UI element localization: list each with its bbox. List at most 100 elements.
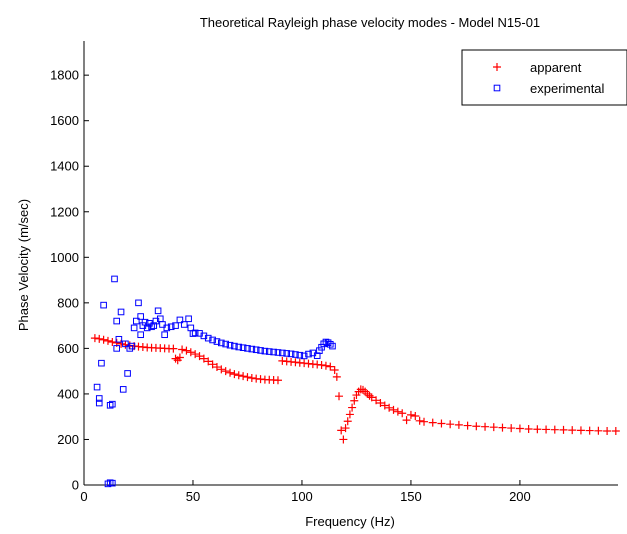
apparent-point bbox=[411, 412, 420, 421]
apparent-point bbox=[204, 357, 213, 366]
apparent-point bbox=[380, 401, 389, 410]
y-ticks: 0 200 400 600 800 1000 1200 1400 1600 1800 bbox=[50, 68, 89, 493]
experimental-point bbox=[100, 301, 107, 309]
apparent-point bbox=[406, 410, 415, 419]
apparent-point bbox=[568, 426, 577, 435]
experimental-point bbox=[209, 336, 216, 344]
apparent-point bbox=[230, 370, 239, 379]
series-apparent bbox=[90, 334, 620, 444]
y-tick-label: 400 bbox=[57, 386, 79, 401]
y-tick-label: 1000 bbox=[50, 250, 79, 265]
legend-marker-plus bbox=[493, 63, 501, 71]
apparent-point bbox=[335, 392, 344, 401]
apparent-point bbox=[212, 363, 221, 372]
experimental-point bbox=[93, 383, 101, 391]
apparent-point bbox=[199, 354, 208, 363]
apparent-point bbox=[472, 422, 481, 431]
experimental-point bbox=[235, 343, 243, 351]
apparent-point bbox=[191, 350, 200, 359]
experimental-point bbox=[324, 339, 332, 346]
apparent-point bbox=[345, 410, 354, 419]
y-axis-label: Phase Velocity (m/sec) bbox=[16, 199, 31, 331]
apparent-point bbox=[332, 372, 341, 381]
legend-label-apparent: apparent bbox=[530, 60, 582, 75]
y-tick-label: 600 bbox=[57, 341, 79, 356]
apparent-point bbox=[169, 344, 178, 353]
experimental-point bbox=[122, 340, 129, 348]
experimental-point bbox=[137, 331, 144, 339]
apparent-point bbox=[239, 372, 248, 381]
apparent-point bbox=[533, 425, 542, 434]
apparent-point bbox=[542, 425, 551, 434]
experimental-point bbox=[104, 480, 112, 488]
apparent-point bbox=[90, 334, 99, 343]
y-tick-label: 1600 bbox=[50, 113, 79, 128]
experimental-point bbox=[111, 275, 118, 283]
legend-label-experimental: experimental bbox=[530, 81, 605, 96]
experimental-point bbox=[113, 345, 120, 352]
experimental-point bbox=[287, 350, 295, 358]
experimental-point bbox=[191, 329, 199, 337]
apparent-point bbox=[376, 399, 385, 408]
apparent-point bbox=[515, 424, 524, 433]
x-tick-label: 150 bbox=[400, 489, 422, 504]
experimental-point bbox=[106, 402, 114, 409]
experimental-point bbox=[119, 386, 127, 393]
apparent-point bbox=[182, 346, 191, 355]
apparent-point bbox=[358, 385, 367, 394]
apparent-point bbox=[481, 422, 490, 431]
apparent-point bbox=[398, 409, 407, 418]
experimental-point bbox=[204, 334, 212, 342]
experimental-point bbox=[326, 340, 334, 348]
experimental-point bbox=[124, 370, 131, 377]
apparent-point bbox=[186, 348, 195, 357]
apparent-point bbox=[99, 335, 108, 344]
apparent-point bbox=[594, 426, 603, 435]
apparent-point bbox=[326, 362, 335, 371]
legend-entries: apparent experimental bbox=[493, 60, 605, 96]
experimental-point bbox=[113, 317, 120, 325]
apparent-point bbox=[372, 396, 381, 405]
y-tick-label: 800 bbox=[57, 295, 79, 310]
experimental-point bbox=[292, 351, 299, 358]
apparent-point bbox=[339, 435, 348, 444]
apparent-point bbox=[603, 427, 612, 436]
experimental-point bbox=[248, 345, 256, 353]
experimental-point bbox=[189, 330, 197, 337]
apparent-point bbox=[428, 418, 437, 427]
experimental-point bbox=[265, 348, 273, 355]
apparent-point bbox=[524, 424, 533, 433]
experimental-point bbox=[274, 349, 282, 356]
apparent-point bbox=[95, 334, 104, 343]
experimental-point bbox=[213, 338, 221, 345]
apparent-point bbox=[195, 352, 204, 361]
experimental-point bbox=[109, 479, 116, 487]
apparent-point bbox=[437, 419, 446, 428]
apparent-point bbox=[273, 376, 282, 385]
experimental-point bbox=[322, 338, 330, 346]
experimental-point bbox=[128, 342, 136, 350]
experimental-point bbox=[117, 308, 125, 316]
x-tick-label: 50 bbox=[186, 489, 200, 504]
experimental-point bbox=[167, 323, 175, 331]
experimental-point bbox=[318, 343, 325, 351]
experimental-point bbox=[154, 307, 162, 315]
experimental-point bbox=[176, 316, 184, 324]
apparent-point bbox=[108, 338, 117, 347]
apparent-point bbox=[402, 416, 411, 425]
y-tick-label: 0 bbox=[72, 478, 79, 493]
experimental-point bbox=[279, 349, 286, 357]
experimental-point bbox=[137, 313, 144, 320]
experimental-point bbox=[115, 335, 123, 343]
experimental-point bbox=[239, 344, 247, 352]
x-tick-label: 0 bbox=[80, 489, 87, 504]
experimental-point bbox=[163, 324, 171, 332]
experimental-point bbox=[261, 347, 269, 355]
experimental-point bbox=[143, 324, 151, 332]
experimental-point bbox=[159, 321, 166, 328]
apparent-point bbox=[611, 427, 620, 436]
apparent-point bbox=[350, 396, 359, 405]
experimental-point bbox=[231, 342, 238, 350]
experimental-point bbox=[135, 299, 142, 307]
